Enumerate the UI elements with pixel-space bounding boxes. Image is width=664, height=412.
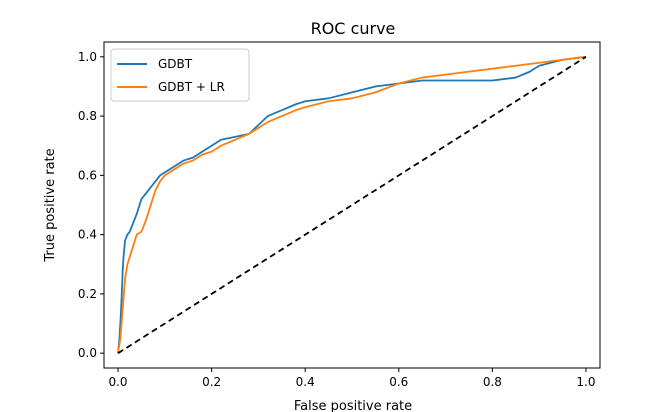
y-tick-label: 0.8 — [78, 109, 97, 123]
chart-title: ROC curve — [311, 19, 396, 38]
y-tick-label: 0.2 — [78, 287, 97, 301]
series-line-diagonal — [117, 56, 587, 354]
x-tick-label: 0.4 — [296, 375, 315, 389]
legend-label-gdbt: GDBT — [158, 57, 193, 71]
legend-label-gdbt-lr: GDBT + LR — [158, 80, 225, 94]
y-tick-label: 0.6 — [78, 168, 97, 182]
x-tick-label: 0.0 — [108, 375, 127, 389]
axis-ticks: 0.0 0.2 0.4 0.6 0.8 1.0 0.0 0.2 0.4 0.6 0.8 1.0 — [78, 50, 596, 389]
y-axis-label: True positive rate — [43, 148, 58, 262]
x-tick-label: 0.8 — [483, 375, 502, 389]
legend: GDBT GDBT + LR — [110, 48, 250, 102]
series-group — [117, 55, 587, 354]
x-axis-label: False positive rate — [294, 399, 412, 412]
series-line-0 — [117, 55, 587, 354]
y-tick-label: 0.4 — [78, 228, 97, 242]
x-tick-label: 1.0 — [576, 375, 595, 389]
series-line-1 — [117, 55, 587, 354]
plot-frame — [103, 41, 601, 369]
x-tick-label: 0.2 — [202, 375, 221, 389]
y-tick-label: 1.0 — [78, 50, 97, 64]
y-tick-label: 0.0 — [78, 346, 97, 360]
x-tick-label: 0.6 — [389, 375, 408, 389]
